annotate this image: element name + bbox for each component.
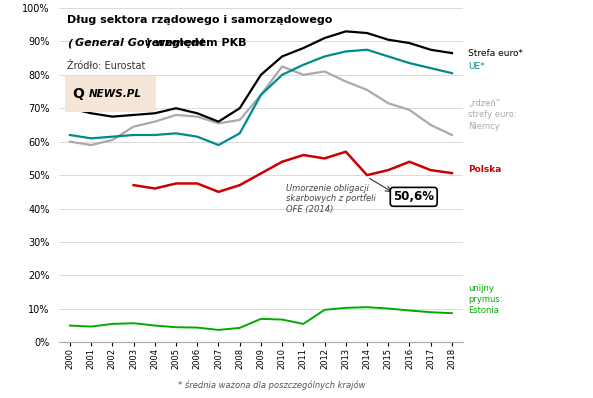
Text: Umorzenie obligacji
skarbowych z portfeli
OFE (2014): Umorzenie obligacji skarbowych z portfel… (286, 184, 377, 214)
Text: „rdzeń”
strefy euro:
Niemcy: „rdzeń” strefy euro: Niemcy (468, 100, 517, 131)
Text: Dług sektora rządowego i samorządowego: Dług sektora rządowego i samorządowego (68, 15, 333, 25)
Text: ) względem PKB: ) względem PKB (146, 38, 247, 48)
Text: * średnia ważona dla poszczególnych krajów: * średnia ważona dla poszczególnych kraj… (178, 380, 365, 390)
Text: unijny
prymus:
Estonia: unijny prymus: Estonia (468, 284, 503, 316)
Text: NEWS.PL: NEWS.PL (89, 89, 142, 99)
Text: Źródło: Eurostat: Źródło: Eurostat (68, 61, 146, 72)
Text: (: ( (68, 38, 72, 48)
Text: Strefa euro*: Strefa euro* (468, 49, 524, 58)
Text: UE*: UE* (468, 62, 485, 71)
Text: Polska: Polska (468, 165, 502, 174)
Text: General Government: General Government (75, 38, 205, 48)
FancyBboxPatch shape (65, 76, 156, 111)
Text: Q: Q (72, 87, 84, 101)
Text: 50,6%: 50,6% (393, 190, 434, 203)
